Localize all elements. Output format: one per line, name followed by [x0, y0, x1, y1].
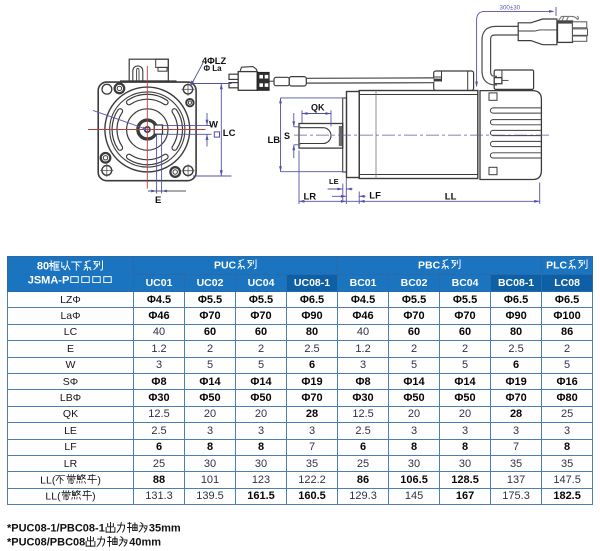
- svg-text:300±30: 300±30: [500, 5, 521, 12]
- svg-text:LE: LE: [329, 177, 339, 186]
- svg-text:W: W: [209, 119, 218, 130]
- svg-text:LF: LF: [369, 190, 381, 201]
- svg-text:LL: LL: [445, 192, 457, 203]
- svg-text:QK: QK: [311, 102, 325, 112]
- svg-text:LB: LB: [268, 135, 281, 146]
- svg-text:LR: LR: [304, 191, 317, 202]
- svg-text:4ΦLZ: 4ΦLZ: [202, 56, 226, 66]
- svg-text:S: S: [284, 131, 290, 141]
- svg-text:LC: LC: [223, 128, 236, 139]
- svg-text:E: E: [155, 195, 161, 206]
- svg-text:Φ La: Φ La: [204, 64, 223, 73]
